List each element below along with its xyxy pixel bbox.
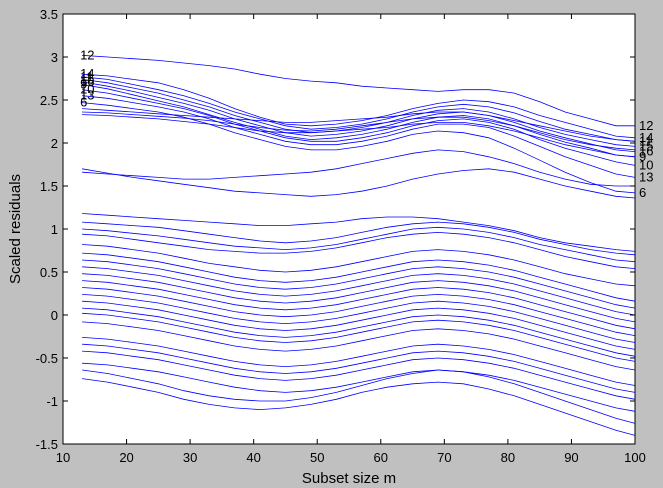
residual-line [82, 111, 636, 151]
residual-line [82, 213, 636, 252]
residual-line [82, 343, 636, 393]
y-tick-label: 3.5 [40, 7, 58, 22]
y-tick-label: -0.5 [36, 351, 58, 366]
residual-line [82, 226, 636, 263]
residual-line [82, 280, 636, 330]
x-tick-label: 90 [564, 450, 578, 465]
residual-line [82, 89, 636, 166]
x-tick-label: 20 [119, 450, 133, 465]
unit-label-start: 9 [80, 77, 87, 92]
x-tick-label: 50 [310, 450, 324, 465]
unit-label-start: 16 [80, 74, 94, 89]
y-tick-label: -1 [46, 394, 58, 409]
unit-label-start: 15 [80, 71, 94, 86]
series-lines [82, 54, 636, 436]
residual-line [82, 300, 636, 350]
x-tick-label: 60 [374, 450, 388, 465]
residual-line [82, 307, 636, 357]
y-tick-label: 1 [51, 222, 58, 237]
residual-line [82, 337, 636, 386]
residual-line [82, 79, 636, 147]
residual-line [82, 294, 636, 343]
y-tick-label: 2.5 [40, 93, 58, 108]
unit-label-end: 14 [639, 130, 653, 145]
y-tick-label: 1.5 [40, 179, 58, 194]
residual-line [82, 369, 636, 424]
residual-line [82, 168, 636, 199]
residual-line [82, 321, 636, 371]
x-tick-label: 10 [56, 450, 70, 465]
residual-line [82, 231, 636, 269]
residual-line [82, 81, 636, 152]
tick-labels: 10 20 30 40 50 60 70 80 90 100 -1.5 -1 -0.5 0 0.5 1 1.5 2… [36, 7, 646, 465]
y-tick-label: 0.5 [40, 265, 58, 280]
unit-label-start: 10 [80, 82, 94, 97]
unit-label-end: 6 [639, 185, 646, 200]
x-tick-label: 30 [183, 450, 197, 465]
residual-line [82, 95, 636, 178]
residual-line [82, 54, 635, 127]
unit-label-end: 9 [639, 149, 646, 164]
unit-label-end: 11 [639, 133, 653, 148]
unit-label-end: 16 [639, 144, 653, 159]
residual-line [82, 244, 636, 287]
unit-label-start: 6 [80, 95, 87, 110]
residual-line [82, 312, 636, 362]
x-axis-title: Subset size m [302, 470, 396, 487]
x-tick-label: 80 [501, 450, 515, 465]
residual-line [82, 221, 636, 256]
residual-line [82, 362, 636, 412]
unit-label-start: 14 [80, 66, 94, 81]
x-tick-label: 40 [246, 450, 260, 465]
residual-line [82, 114, 636, 158]
residual-line [82, 108, 636, 142]
residual-line [82, 287, 636, 336]
y-tick-label: 3 [51, 50, 58, 65]
unit-label-end: 10 [639, 157, 653, 172]
residual-line [82, 102, 636, 194]
residual-line [82, 84, 636, 158]
residual-line [82, 259, 636, 309]
residual-line [82, 76, 636, 142]
residual-line [82, 273, 636, 323]
unit-label-end: 12 [639, 118, 653, 133]
x-tick-label: 70 [437, 450, 451, 465]
residual-line [82, 266, 636, 316]
unit-label-start: 11 [80, 69, 94, 84]
unit-label-end: 15 [639, 138, 653, 153]
unit-label-start: 13 [80, 88, 94, 103]
residual-line [82, 252, 636, 302]
plot-area [62, 13, 636, 445]
residual-line [82, 73, 636, 139]
residual-line [82, 350, 636, 400]
y-axis-title: Scaled residuals [7, 174, 24, 284]
axis-ticks [62, 13, 636, 445]
unit-label-end: 13 [639, 169, 653, 184]
y-tick-label: 2 [51, 136, 58, 151]
x-tick-label: 100 [624, 450, 646, 465]
residual-line [82, 149, 635, 187]
y-tick-label: -1.5 [36, 437, 58, 452]
unit-label-start: 12 [80, 47, 94, 62]
y-tick-label: 0 [51, 308, 58, 323]
residual-line [82, 378, 636, 436]
